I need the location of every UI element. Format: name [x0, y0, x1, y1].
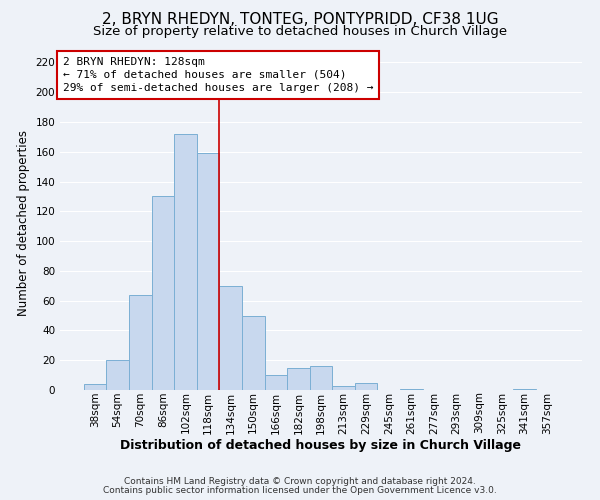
Text: 2, BRYN RHEDYN, TONTEG, PONTYPRIDD, CF38 1UG: 2, BRYN RHEDYN, TONTEG, PONTYPRIDD, CF38…	[101, 12, 499, 28]
Bar	[84, 384, 106, 390]
Bar	[129, 294, 152, 390]
Bar	[400, 388, 422, 390]
Bar	[174, 134, 197, 390]
Text: Size of property relative to detached houses in Church Village: Size of property relative to detached ho…	[93, 25, 507, 38]
Bar	[513, 388, 536, 390]
Text: 2 BRYN RHEDYN: 128sqm
← 71% of detached houses are smaller (504)
29% of semi-det: 2 BRYN RHEDYN: 128sqm ← 71% of detached …	[62, 56, 373, 93]
Bar	[106, 360, 129, 390]
Bar	[152, 196, 174, 390]
Y-axis label: Number of detached properties: Number of detached properties	[17, 130, 30, 316]
Text: Contains public sector information licensed under the Open Government Licence v3: Contains public sector information licen…	[103, 486, 497, 495]
Bar	[265, 375, 287, 390]
Bar	[332, 386, 355, 390]
Bar	[242, 316, 265, 390]
Bar	[220, 286, 242, 390]
Bar	[310, 366, 332, 390]
Bar	[355, 382, 377, 390]
X-axis label: Distribution of detached houses by size in Church Village: Distribution of detached houses by size …	[121, 439, 521, 452]
Bar	[197, 154, 220, 390]
Text: Contains HM Land Registry data © Crown copyright and database right 2024.: Contains HM Land Registry data © Crown c…	[124, 477, 476, 486]
Bar	[287, 368, 310, 390]
